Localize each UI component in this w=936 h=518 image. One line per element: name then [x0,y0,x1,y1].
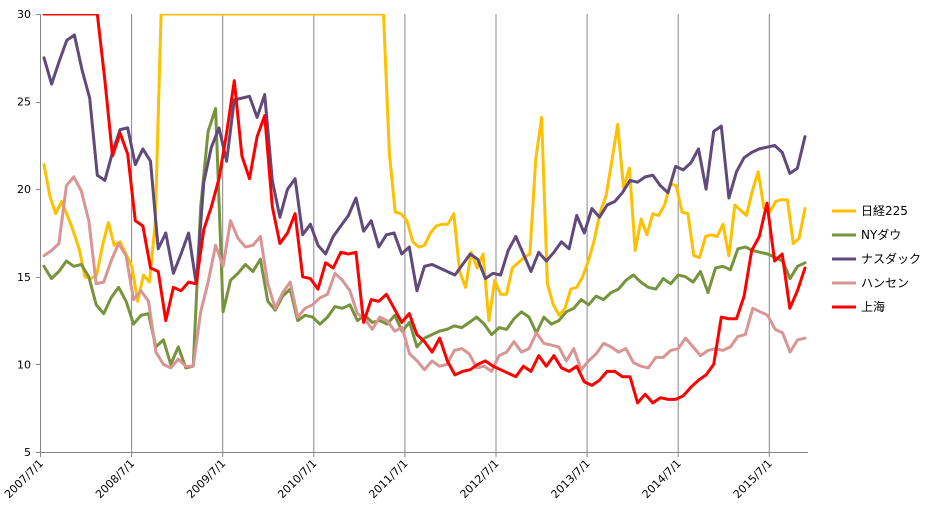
series-lines [42,14,807,405]
legend-label: 日経225 [861,204,908,218]
legend-label: 上海 [861,299,885,314]
y-tick-label: 5 [24,446,31,459]
series-line [42,14,807,323]
y-tick-label: 20 [17,183,31,196]
series-line [42,33,807,293]
y-tick-label: 15 [17,271,31,284]
series-line [42,107,807,370]
legend-label: ハンセン [861,276,909,290]
series-line [42,14,807,405]
y-tick-label: 25 [17,96,31,109]
legend-label: ナスダック [861,251,921,266]
y-tick-label: 30 [17,8,31,21]
y-tick-label: 10 [17,358,31,371]
series-line [42,175,807,373]
legend-label: NYダウ [861,227,901,242]
